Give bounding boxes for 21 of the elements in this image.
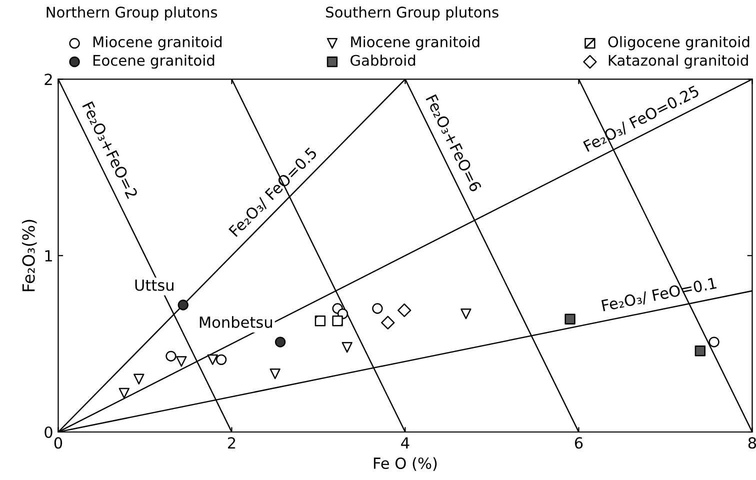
legend-label: Oligocene granitoid [608, 36, 750, 50]
x-tick-label: 0 [54, 437, 62, 449]
x-tick-label: 2 [228, 437, 236, 448]
annotation: Uttsu [135, 280, 174, 291]
y-axis-title: Fe₂O₃(%) [22, 220, 37, 292]
x-tick-label: 6 [574, 437, 583, 449]
legend-label: Eocene granitoid [93, 54, 214, 69]
legend-label: Miocene granitoid [351, 36, 480, 50]
y-tick-label: 1 [45, 250, 52, 262]
legend-label: Miocene granitoid [93, 36, 222, 50]
text: Northern Group plutons [46, 6, 218, 20]
legend-label: Katazonal granitoid [608, 54, 748, 69]
x-tick-label: 4 [401, 437, 410, 448]
x-tick-label: 8 [748, 437, 756, 449]
text: Southern Group plutons [326, 6, 498, 20]
x-axis-title: Fe O (%) [374, 457, 437, 471]
y-tick-label: 0 [44, 426, 52, 438]
text: Fe₂O₃/ FeO=0.1 [601, 277, 717, 313]
annotation: Monbetsu [200, 316, 272, 328]
y-tick-label: 2 [44, 74, 52, 86]
legend-label: Gabbroid [350, 54, 416, 66]
